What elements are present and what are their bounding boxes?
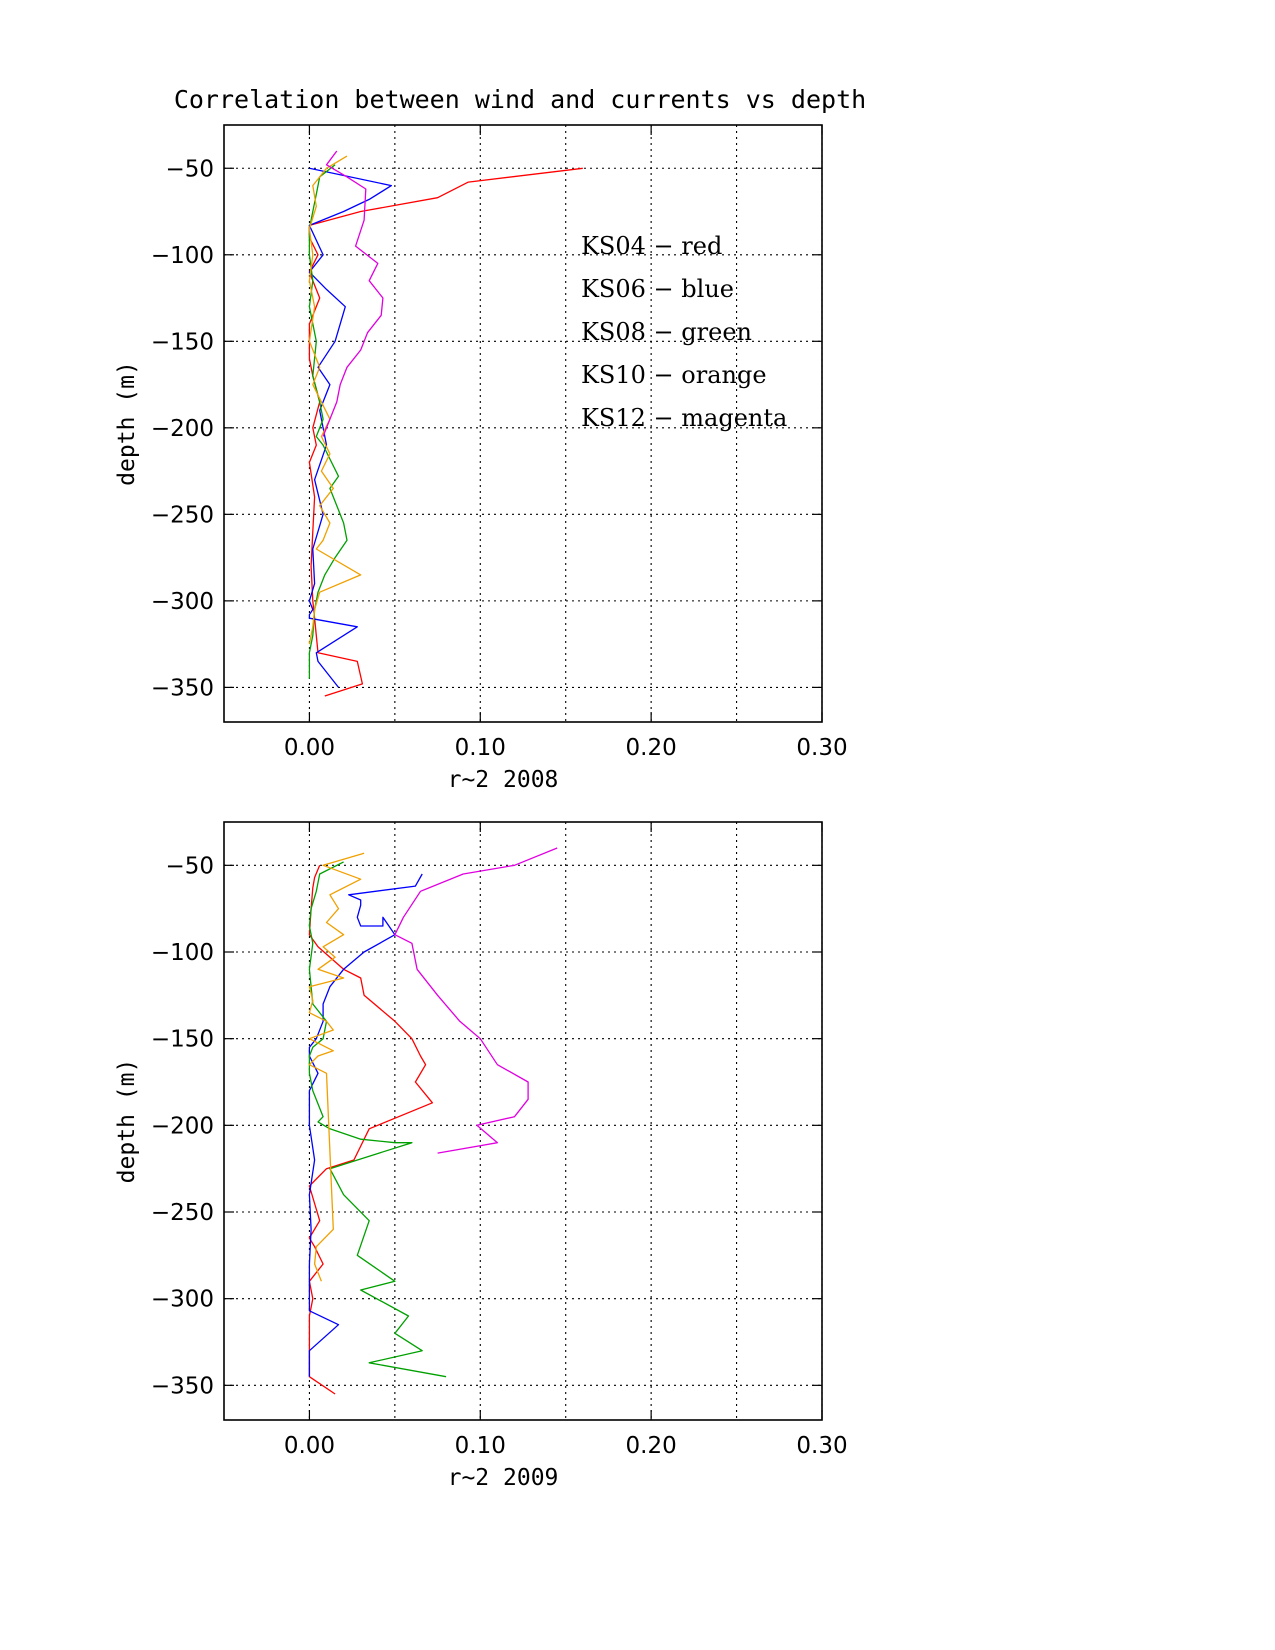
y-tick-label: −50 (165, 156, 214, 182)
series-line-3 (308, 155, 362, 645)
y-axis-label: depth (m) (114, 361, 140, 486)
legend-entry: KS10 − orange (581, 361, 767, 389)
x-tick-label: 0.20 (626, 1433, 677, 1459)
series-line-1 (308, 873, 423, 1377)
series-line-4 (394, 847, 558, 1154)
x-tick-label: 0.00 (284, 1433, 335, 1459)
chart-title: Correlation between wind and currents vs… (174, 85, 866, 114)
series-line-4 (322, 150, 384, 437)
y-tick-label: −250 (151, 1200, 214, 1226)
x-tick-label: 0.20 (626, 735, 677, 761)
series-line-3 (308, 852, 365, 1282)
legend-entry: KS06 − blue (581, 275, 734, 303)
y-tick-label: −100 (151, 243, 214, 269)
y-tick-label: −350 (151, 675, 214, 701)
series-line-2 (308, 164, 348, 679)
y-tick-label: −300 (151, 589, 214, 615)
panel-2009: 0.00 0.10 0.20 0.30 −50 −100 −150 −200 −250 −300 −… (114, 821, 848, 1491)
x-tick-label: 0.30 (796, 1433, 847, 1459)
y-tick-label: −100 (151, 940, 214, 966)
y-axis-label: depth (m) (114, 1059, 140, 1184)
series-line-1 (308, 167, 393, 688)
series-line-0 (308, 167, 583, 697)
plot-frame (223, 124, 823, 723)
y-tick-label: −300 (151, 1287, 214, 1313)
y-tick-label: −150 (151, 1027, 214, 1053)
panel-2008: 0.00 0.10 0.20 0.30 −50 −100 −150 −200 −250 −300 −… (114, 124, 848, 793)
plot-frame (223, 821, 823, 1421)
y-tick-label: −150 (151, 329, 214, 355)
x-tick-label: 0.10 (455, 735, 506, 761)
y-tick-label: −200 (151, 416, 214, 442)
legend-entry: KS08 − green (581, 318, 752, 346)
x-tick-label: 0.00 (284, 735, 335, 761)
legend-entry: KS12 − magenta (581, 404, 787, 432)
x-axis-label: r~2 2008 (448, 767, 559, 793)
y-tick-label: −350 (151, 1373, 214, 1399)
y-tick-label: −250 (151, 502, 214, 528)
x-tick-label: 0.30 (796, 735, 847, 761)
x-tick-label: 0.10 (455, 1433, 506, 1459)
legend-entry: KS04 − red (581, 232, 722, 260)
series-line-0 (308, 865, 434, 1395)
series-line-2 (308, 861, 447, 1378)
y-tick-label: −200 (151, 1113, 214, 1139)
x-axis-label: r~2 2009 (448, 1465, 559, 1491)
y-tick-label: −50 (165, 853, 214, 879)
